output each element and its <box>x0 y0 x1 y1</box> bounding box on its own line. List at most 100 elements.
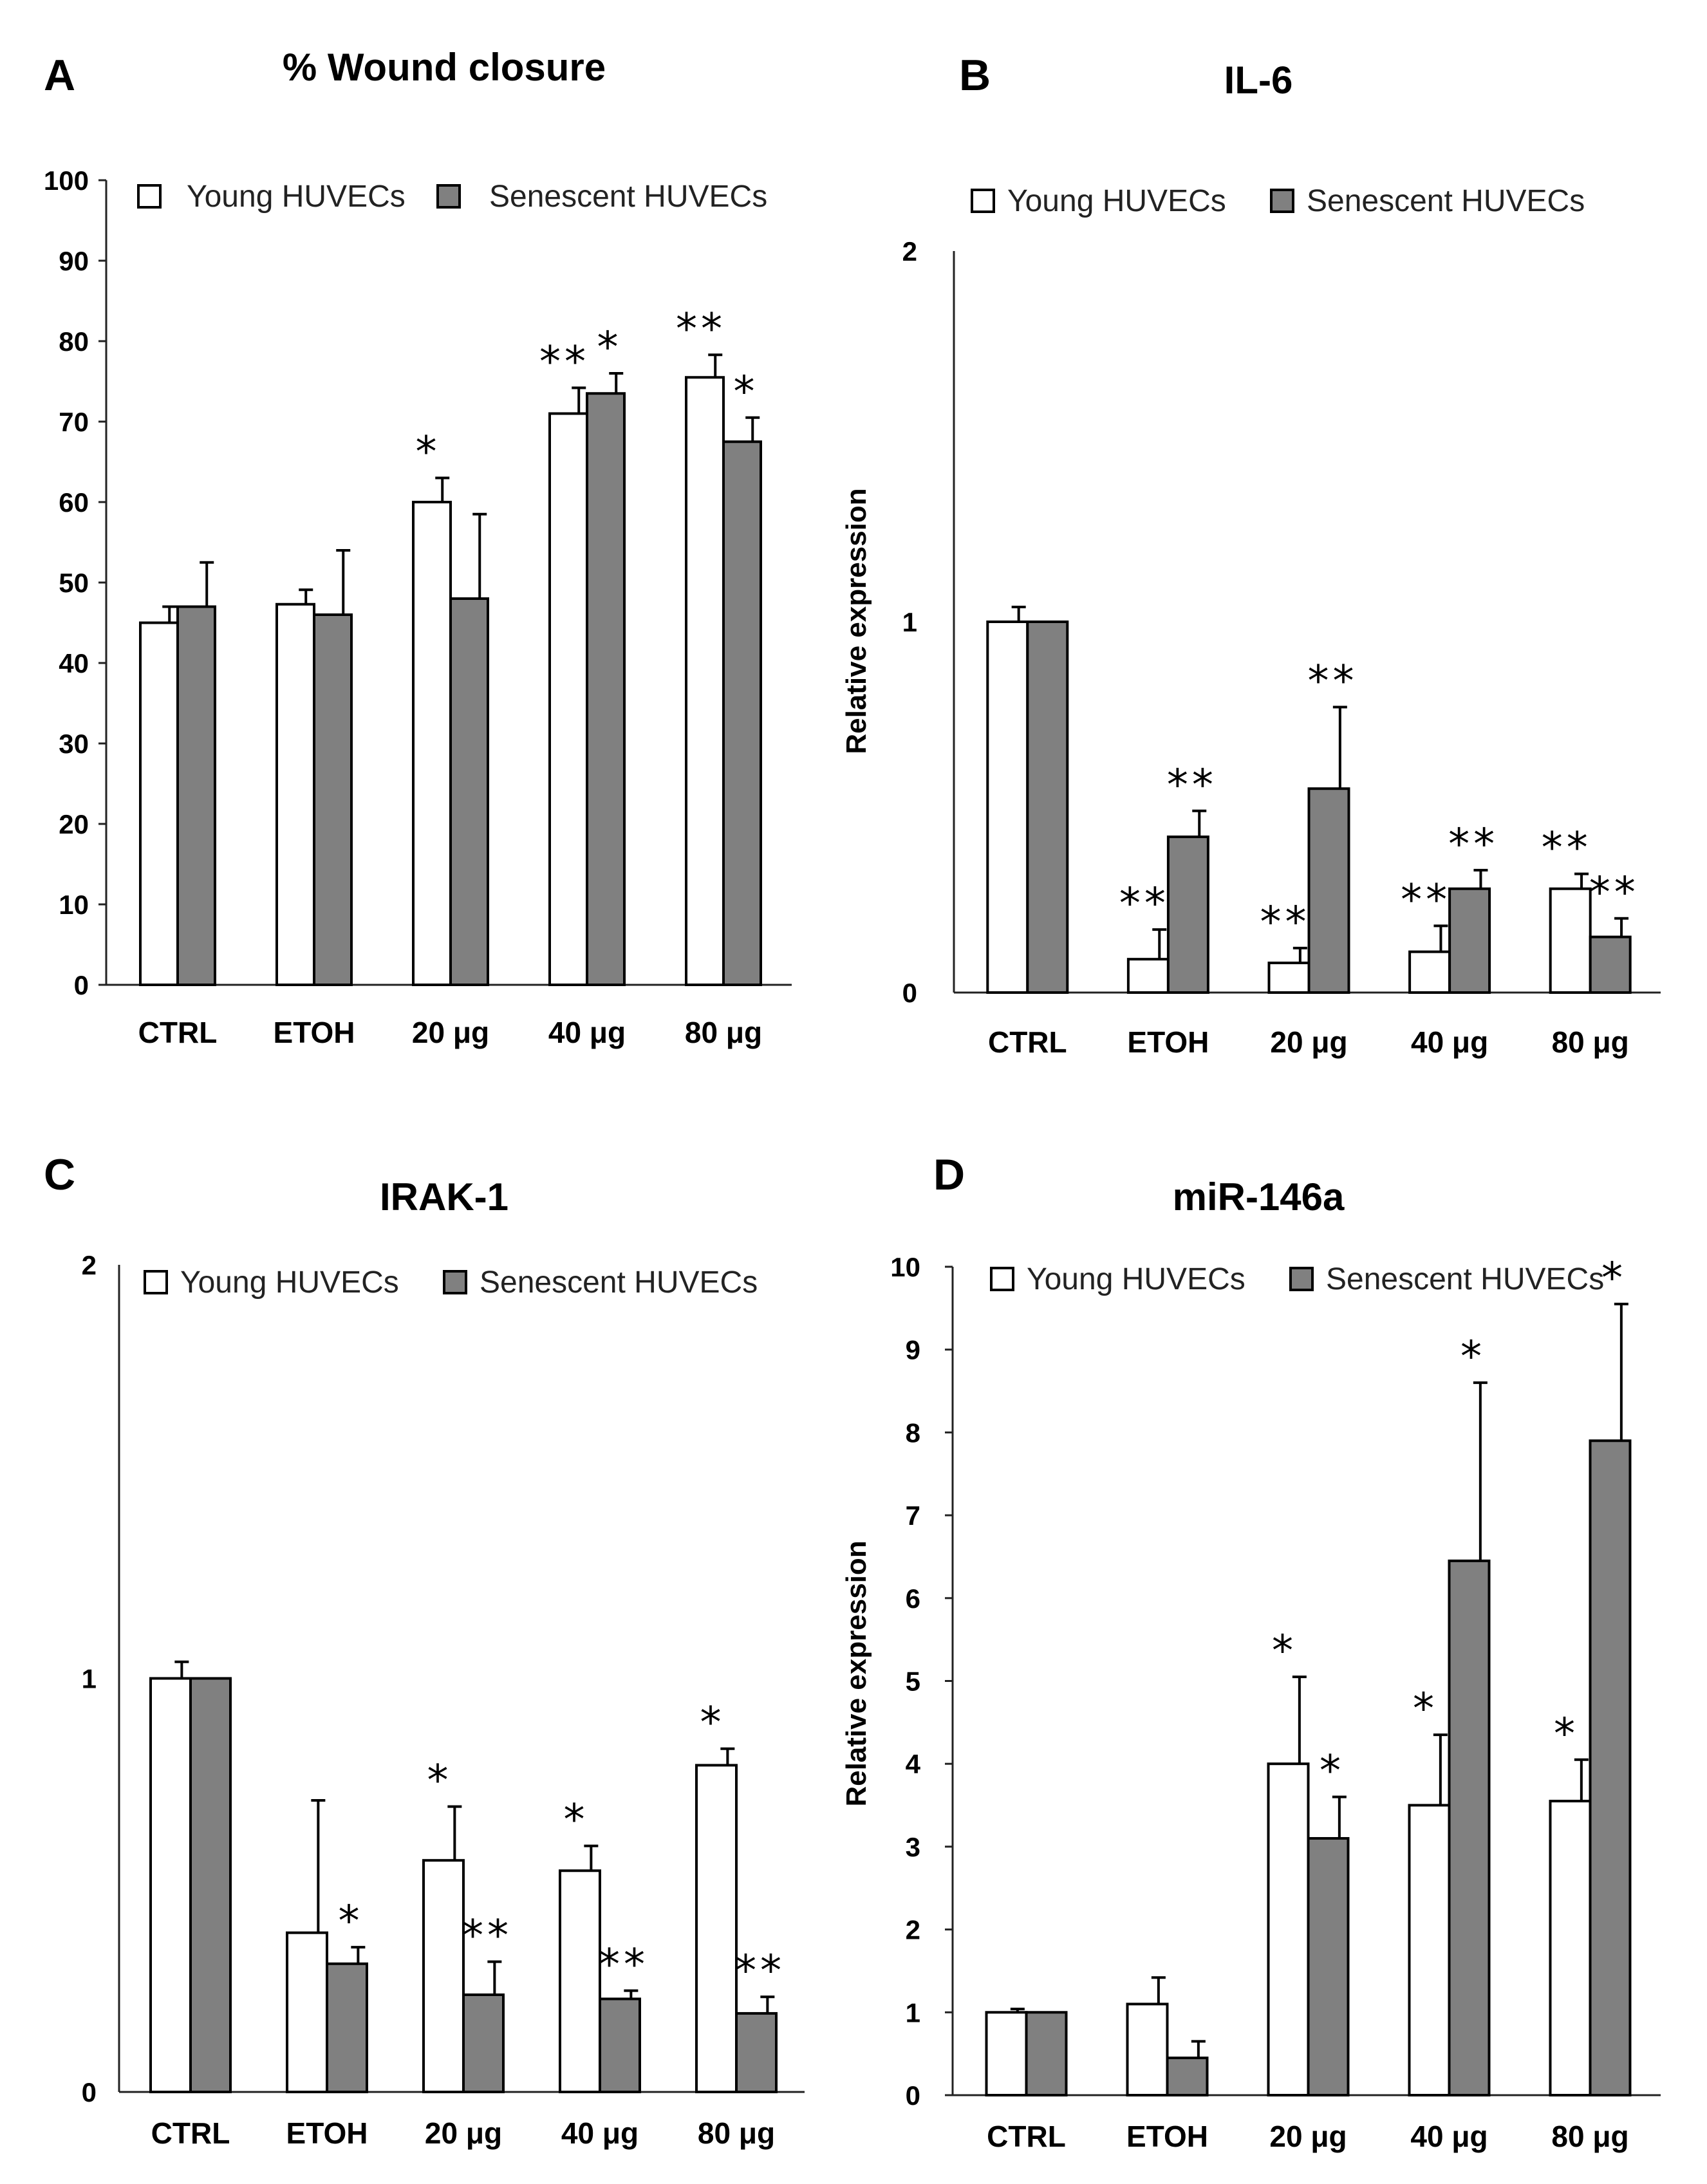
y-tick-label: 0 <box>82 2077 97 2107</box>
x-tick-label: ETOH <box>1127 1025 1209 1059</box>
bar-senescent <box>1448 1559 1491 2096</box>
bar-senescent <box>722 440 762 986</box>
legend-label: Young HUVECs <box>180 1265 399 1300</box>
x-tick-label: 80 μg <box>1551 2120 1628 2153</box>
significance-marker: * <box>1601 1253 1627 1303</box>
x-tick-label: CTRL <box>151 2116 230 2150</box>
y-tick-label: 6 <box>906 1583 920 1614</box>
panel-letter: C <box>44 1150 75 1199</box>
significance-marker: * <box>1320 1746 1345 1796</box>
significance-marker: ** <box>599 1940 649 1990</box>
significance-marker: * <box>700 1698 725 1748</box>
bar-senescent <box>1166 2057 1209 2096</box>
significance-marker: ** <box>1401 875 1451 924</box>
bar-senescent <box>1589 935 1632 994</box>
y-tick-label: 8 <box>906 1417 920 1448</box>
y-tick-label: 2 <box>906 1915 920 1945</box>
bar-senescent <box>599 1997 641 2093</box>
chart-title: miR-146a <box>1173 1175 1345 1218</box>
y-tick-label: 50 <box>59 568 89 598</box>
x-tick-label: ETOH <box>1126 2120 1208 2153</box>
significance-marker: * <box>1272 1626 1297 1675</box>
y-tick-label: 4 <box>906 1749 921 1779</box>
legend-label: Senescent HUVECs <box>480 1265 758 1300</box>
significance-marker: ** <box>1542 823 1592 873</box>
bar-young <box>1408 1804 1451 2097</box>
x-tick-label: ETOH <box>274 1016 355 1049</box>
x-tick-label: 20 μg <box>1270 1025 1347 1059</box>
significance-marker: * <box>597 322 622 372</box>
bar-senescent <box>1448 887 1491 994</box>
y-tick-label: 0 <box>74 970 89 1000</box>
bar-young <box>548 412 588 986</box>
significance-marker: ** <box>462 1911 512 1961</box>
bar-young <box>139 621 179 986</box>
legend-swatch-senescent <box>1270 189 1294 213</box>
y-tick-label: 20 <box>59 809 89 839</box>
y-tick-label: 10 <box>59 890 89 920</box>
y-tick-label: 80 <box>59 326 89 357</box>
x-tick-label: CTRL <box>138 1016 218 1049</box>
x-tick-label: 40 μg <box>548 1016 626 1049</box>
bar-young <box>286 1931 328 2093</box>
y-tick-label: 1 <box>906 1997 920 2028</box>
legend-label: Young HUVECs <box>1007 184 1226 218</box>
significance-marker: * <box>416 427 441 477</box>
chart-panel-a: A % Wound closure 0 10 20 30 40 50 60 70 80 90 100 CT… <box>44 46 792 1049</box>
bar-young <box>695 1764 738 2094</box>
legend-label: Senescent HUVECs <box>1307 184 1585 218</box>
bar-senescent <box>1307 787 1350 994</box>
x-tick-label: 20 μg <box>1269 2120 1347 2153</box>
x-tick-label: 20 μg <box>425 2116 502 2150</box>
bar-young <box>422 1859 465 2093</box>
x-tick-label: 80 μg <box>698 2116 775 2150</box>
bar-young <box>1126 2002 1169 2096</box>
y-tick-label: 10 <box>890 1252 920 1282</box>
bar-senescent <box>1589 1439 1632 2096</box>
y-tick-label: 70 <box>59 407 89 437</box>
y-tick-label: 5 <box>906 1666 920 1697</box>
bar-young <box>1549 1800 1592 2096</box>
bar-senescent <box>1166 835 1209 994</box>
bar-young <box>1549 887 1592 994</box>
y-tick-label: 3 <box>906 1832 920 1862</box>
x-tick-label: 40 μg <box>1411 1025 1488 1059</box>
legend-label: Senescent HUVECs <box>489 180 767 214</box>
bar-young <box>149 1677 192 2093</box>
significance-marker: ** <box>676 304 726 353</box>
bar-young <box>275 602 315 986</box>
panel-letter: B <box>959 51 991 100</box>
x-tick-label: 40 μg <box>561 2116 639 2150</box>
y-axis-label: Relative expression <box>841 488 872 754</box>
bar-young <box>685 376 725 986</box>
chart-title: % Wound closure <box>283 46 606 89</box>
legend-label: Senescent HUVECs <box>1326 1262 1604 1296</box>
x-tick-label: 20 μg <box>412 1016 489 1049</box>
bar-young <box>1267 1762 1310 2096</box>
significance-marker: * <box>427 1756 452 1806</box>
significance-marker: ** <box>539 337 590 387</box>
significance-marker: ** <box>1448 819 1498 869</box>
bar-young <box>1267 961 1311 994</box>
y-tick-label: 40 <box>59 648 89 678</box>
y-tick-label: 9 <box>906 1335 920 1365</box>
bar-senescent <box>189 1677 232 2093</box>
significance-marker: * <box>1460 1332 1486 1381</box>
y-tick-label: 7 <box>906 1500 920 1531</box>
bar-young <box>985 2011 1028 2097</box>
panel-letter: A <box>44 51 75 100</box>
bar-senescent <box>586 392 626 986</box>
legend-swatch-young <box>971 189 995 213</box>
legend-swatch-young <box>990 1267 1014 1291</box>
significance-marker: * <box>1413 1684 1438 1733</box>
bar-senescent <box>313 613 353 986</box>
legend-swatch-senescent <box>1289 1267 1314 1291</box>
significance-marker: * <box>734 367 759 416</box>
x-tick-label: 40 μg <box>1410 2120 1488 2153</box>
bar-senescent <box>462 1993 505 2093</box>
bar-senescent <box>1026 621 1069 994</box>
panel-letter: D <box>933 1150 965 1199</box>
